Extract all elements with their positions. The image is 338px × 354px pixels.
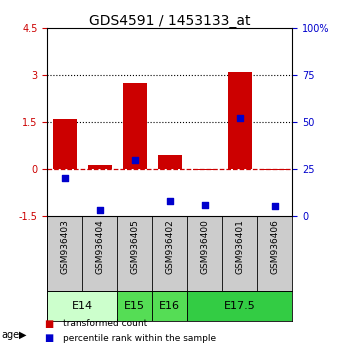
Text: E15: E15 — [124, 301, 145, 311]
Text: percentile rank within the sample: percentile rank within the sample — [63, 333, 216, 343]
Text: age: age — [2, 330, 20, 339]
Text: ■: ■ — [44, 319, 53, 329]
Text: GSM936400: GSM936400 — [200, 219, 209, 274]
Bar — [158, 155, 182, 169]
Point — [202, 202, 208, 207]
Bar — [88, 165, 112, 169]
Text: E14: E14 — [72, 301, 93, 311]
Text: ■: ■ — [44, 333, 53, 343]
Point — [132, 157, 138, 162]
Bar — [123, 83, 147, 169]
Point — [167, 198, 173, 204]
Point — [62, 176, 68, 181]
Text: ▶: ▶ — [19, 330, 26, 339]
Bar — [263, 169, 287, 171]
Text: transformed count: transformed count — [63, 319, 147, 329]
Text: GSM936404: GSM936404 — [95, 219, 104, 274]
Text: E17.5: E17.5 — [224, 301, 256, 311]
Bar — [193, 169, 217, 171]
Text: GSM936406: GSM936406 — [270, 219, 280, 274]
Point — [97, 207, 102, 213]
Point — [272, 204, 277, 209]
Bar — [117, 291, 152, 321]
Point — [237, 115, 243, 121]
Text: GSM936402: GSM936402 — [165, 219, 174, 274]
Bar — [53, 119, 77, 169]
Text: GSM936403: GSM936403 — [60, 219, 69, 274]
Bar — [47, 291, 117, 321]
Bar — [187, 291, 292, 321]
Bar — [152, 291, 187, 321]
Title: GDS4591 / 1453133_at: GDS4591 / 1453133_at — [89, 14, 250, 28]
Text: E16: E16 — [159, 301, 180, 311]
Text: GSM936405: GSM936405 — [130, 219, 139, 274]
Text: GSM936401: GSM936401 — [235, 219, 244, 274]
Bar — [227, 72, 252, 169]
